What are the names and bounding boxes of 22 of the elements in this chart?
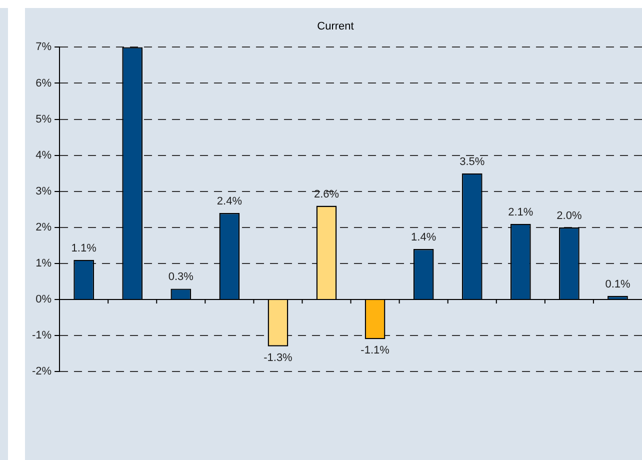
- data-label: 2.4%: [216, 196, 242, 208]
- y-tick-label: 1%: [36, 258, 52, 270]
- y-tick-label: -1%: [32, 330, 52, 342]
- data-label: 1.1%: [71, 242, 97, 254]
- data-label: 2.6%: [314, 188, 340, 200]
- data-label: -1.1%: [360, 344, 390, 357]
- data-label: 3.5%: [460, 156, 485, 168]
- y-tick-label: 2%: [36, 221, 52, 234]
- data-label: 2.1%: [508, 206, 534, 218]
- y-tick-label: 6%: [36, 77, 52, 90]
- chart-title: Current: [317, 20, 354, 33]
- y-tick-label: -2%: [32, 366, 52, 378]
- y-tick-label: 7%: [36, 41, 52, 54]
- data-label: 1.4%: [411, 232, 436, 244]
- y-tick-label: 3%: [36, 185, 52, 198]
- y-tick-label: 0%: [36, 294, 52, 306]
- data-label: 0.3%: [168, 271, 194, 284]
- data-label: 0.1%: [605, 278, 630, 290]
- y-tick-label: 4%: [36, 149, 52, 162]
- data-label: -1.3%: [264, 352, 293, 364]
- y-tick-label: 5%: [36, 113, 52, 126]
- data-label: 2.0%: [556, 210, 582, 222]
